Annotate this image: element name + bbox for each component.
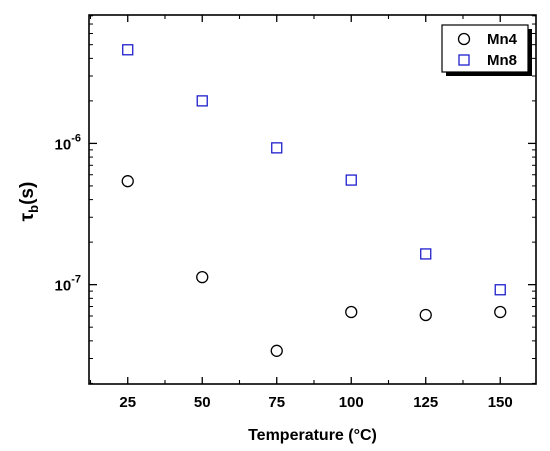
x-tick-label: 50 (194, 394, 211, 411)
data-point-mn4 (494, 305, 507, 319)
data-point-mn8 (122, 44, 134, 56)
legend-label-mn4: Mn4 (487, 31, 518, 48)
x-tick-label: 150 (488, 394, 513, 411)
data-point-mn8 (345, 174, 357, 186)
legend-marker-mn4 (457, 32, 471, 46)
data-point-mn4 (196, 271, 209, 284)
data-point-mn8 (196, 95, 208, 107)
y-tick-label: 10-6 (55, 132, 81, 153)
y-tick-label: 10-7 (55, 274, 81, 295)
legend-label-mn8: Mn8 (487, 52, 517, 69)
x-tick-label: 100 (339, 394, 364, 411)
x-tick-label: 25 (119, 394, 136, 411)
data-point-mn4 (345, 305, 358, 319)
data-point-mn4 (270, 344, 283, 357)
x-tick-label: 75 (268, 394, 285, 411)
x-axis-title: Temperature (°C) (248, 427, 377, 444)
data-point-mn8 (271, 142, 283, 154)
data-point-mn8 (420, 248, 432, 260)
data-point-mn8 (494, 284, 506, 296)
data-point-mn4 (419, 308, 432, 322)
data-point-mn4 (121, 175, 134, 188)
x-tick-label: 125 (413, 394, 438, 411)
legend-marker-mn8 (458, 54, 470, 66)
y-axis-title: τb(s) (17, 182, 41, 222)
legend-box (441, 24, 529, 73)
